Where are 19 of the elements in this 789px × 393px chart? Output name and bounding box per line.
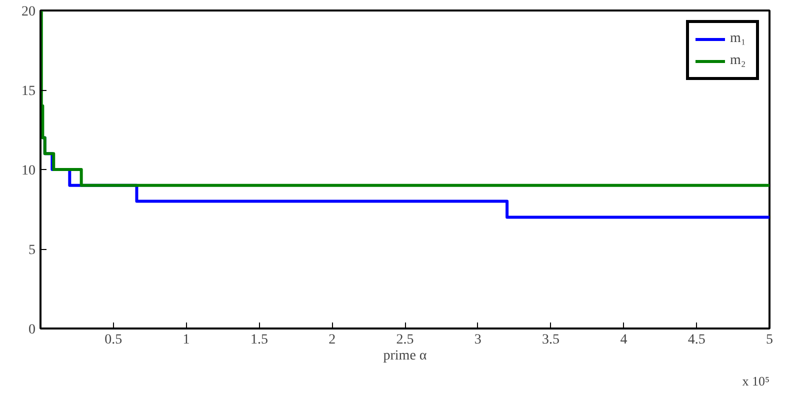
y-tick-label: 5 [28,243,36,258]
x-tick-label: 4.5 [688,332,706,348]
y-tick-label: 20 [22,4,36,20]
text: x 10⁵ [742,374,770,388]
x-tick-label: 5 [766,332,773,348]
legend-label: m₂ [730,53,747,69]
x-tick-label: 2 [328,332,336,348]
x-tick-label: 1.5 [250,332,268,348]
x-tick-label: 1 [182,332,190,348]
y-tick-label: 10 [22,164,36,178]
x-tick-label: 0.5 [104,332,122,348]
x-axis-title: prime α [383,348,428,364]
y-tick-label: 15 [22,84,36,99]
x-tick-label: 3 [474,332,482,348]
legend-label: m₁ [730,31,747,47]
x-tick-label: 2.5 [396,332,414,348]
x-tick-label: 3.5 [542,332,560,348]
x-tick-label: 4 [620,332,628,348]
y-tick-label: 0 [28,322,36,338]
